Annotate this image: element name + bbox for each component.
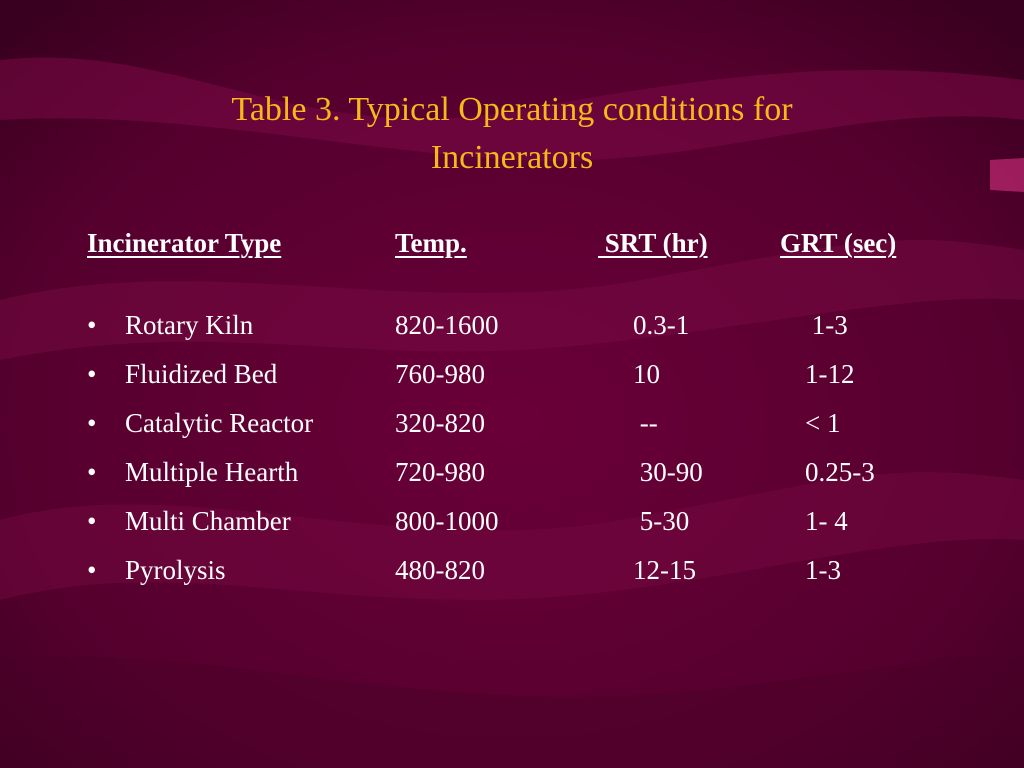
incinerator-type: Pyrolysis [125,555,226,585]
temperature: 480-820 [395,555,485,585]
srt-value: 12-15 [633,555,696,585]
column-header-type: Incinerator Type [87,228,282,258]
table-row: • Catalytic Reactor 320-820 -- < 1 [0,408,1024,448]
incinerator-type: Multi Chamber [125,506,291,536]
incinerator-type: Multiple Hearth [125,457,299,487]
grt-value: 0.25-3 [805,457,875,487]
table-row: • Pyrolysis 480-820 12-15 1-3 [0,555,1024,595]
grt-value: 1-3 [805,555,841,585]
srt-value: 10 [633,359,660,389]
slide-title-line-2: Incinerators [430,139,594,176]
slide-title: Table 3. Typical Operating conditions fo… [100,86,924,182]
table-row: • Fluidized Bed 760-980 10 1-12 [0,359,1024,399]
bullet-icon: • [87,457,97,487]
srt-value: 30-90 [633,457,703,487]
column-header-temp: Temp. [395,228,467,258]
incinerator-type: Catalytic Reactor [125,408,314,438]
bullet-icon: • [87,555,97,585]
table-row: • Multi Chamber 800-1000 5-30 1- 4 [0,506,1024,546]
slide-title-line-1: Table 3. Typical Operating conditions fo… [231,91,793,128]
bullet-icon: • [87,506,97,536]
temperature: 800-1000 [395,506,499,536]
srt-value: 0.3-1 [633,310,690,340]
grt-value: 1-3 [805,310,848,340]
grt-value: 1-12 [805,359,855,389]
column-header-grt: GRT (sec) [780,228,897,258]
grt-value: 1- 4 [805,506,848,536]
srt-value: 5-30 [633,506,690,536]
srt-value: -- [633,408,658,438]
bullet-icon: • [87,310,97,340]
temperature: 320-820 [395,408,485,438]
incinerator-type: Fluidized Bed [125,359,278,389]
bullet-icon: • [87,408,97,438]
bullet-icon: • [87,359,97,389]
incinerator-type: Rotary Kiln [125,310,254,340]
grt-value: < 1 [805,408,841,438]
temperature: 820-1600 [395,310,499,340]
table-row: • Multiple Hearth 720-980 30-90 0.25-3 [0,457,1024,497]
column-header-srt: SRT (hr) [598,228,708,258]
table-row: • Rotary Kiln 820-1600 0.3-1 1-3 [0,310,1024,350]
temperature: 760-980 [395,359,485,389]
temperature: 720-980 [395,457,485,487]
